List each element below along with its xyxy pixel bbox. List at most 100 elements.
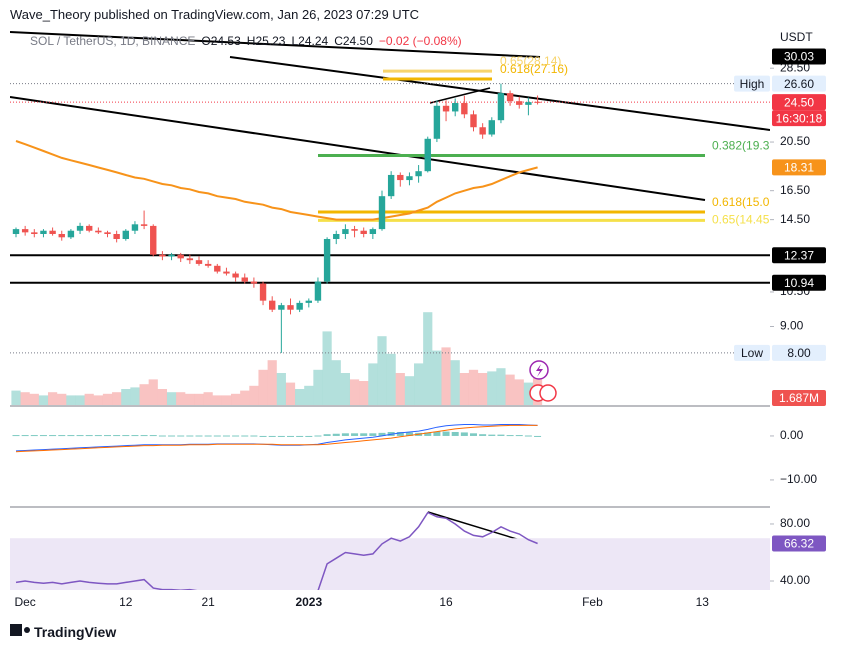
macd-histogram	[524, 435, 532, 437]
macd-histogram	[442, 431, 450, 436]
countdown-bg	[772, 110, 826, 127]
y-tick-label: 80.00	[780, 516, 810, 530]
y-tick-label: 16.50	[780, 183, 810, 197]
candle-body	[232, 273, 239, 278]
macd-histogram	[314, 435, 322, 437]
volume-bar	[441, 347, 451, 405]
volume-bar	[386, 353, 396, 405]
macd-histogram	[104, 435, 111, 437]
candle-body	[369, 229, 377, 234]
symbol: SOL / TetherUS, 1D, BINANCE	[30, 34, 196, 48]
volume-bar	[121, 389, 131, 405]
candle-body	[195, 260, 203, 264]
macd-histogram	[12, 435, 20, 437]
ema-tag: 18.31	[784, 161, 814, 175]
rsi-band	[10, 538, 770, 590]
candle-body	[177, 254, 184, 259]
volume-bar	[157, 389, 167, 405]
candle-body	[314, 281, 322, 301]
candle-body	[461, 103, 468, 115]
candle-body	[387, 174, 395, 197]
macd-histogram	[140, 435, 148, 437]
ohlc-item: L24.24	[291, 34, 329, 48]
macd-histogram	[204, 435, 212, 437]
volume-bar	[368, 363, 378, 405]
candle-body	[488, 120, 495, 135]
price-caption: High	[740, 77, 765, 91]
candle-body	[342, 229, 349, 234]
price-tag: 24.50	[784, 95, 814, 109]
candle-body	[204, 263, 212, 266]
candle-body	[433, 105, 441, 139]
candle-body	[21, 229, 29, 233]
logo-mark	[10, 624, 22, 636]
macd-histogram	[76, 435, 84, 437]
ema-line	[15, 140, 538, 221]
macd-histogram	[21, 435, 29, 437]
volume-bar	[176, 392, 186, 405]
candle-body	[269, 300, 276, 310]
candle-body	[296, 302, 303, 310]
volume-bar	[249, 385, 259, 405]
volume-bar	[404, 376, 415, 405]
volume-bar	[57, 393, 67, 405]
macd-histogram	[168, 435, 176, 437]
macd-histogram	[177, 435, 185, 437]
flag-icon[interactable]	[539, 384, 557, 402]
y-tick-label: 20.50	[780, 134, 810, 148]
candle-body	[86, 225, 93, 231]
macd-histogram	[460, 432, 468, 436]
price-tag-bg	[772, 344, 826, 361]
macd-histogram	[433, 431, 441, 436]
volume-bar	[468, 369, 479, 405]
candle-body	[360, 230, 367, 234]
volume-bar	[295, 389, 305, 405]
macd-histogram	[451, 431, 459, 436]
trend-line	[429, 87, 491, 104]
macd-histogram	[213, 435, 221, 437]
y-tick-label: 40.00	[780, 573, 810, 587]
macd-histogram	[405, 432, 413, 436]
price-tag-bg	[772, 274, 826, 291]
price-tag: 10.94	[784, 276, 814, 290]
macd-histogram	[296, 435, 304, 437]
volume-bar	[523, 382, 533, 405]
volume-bar	[377, 336, 387, 405]
candle-body	[186, 258, 194, 261]
ohlc-item: C24.50	[334, 34, 373, 48]
macd-histogram	[58, 435, 66, 437]
footer-brand: TradingView	[34, 624, 117, 640]
volume-bar	[212, 395, 222, 405]
macd-histogram	[186, 435, 194, 437]
macd-histogram	[369, 433, 377, 436]
fib-label: 0.618(15.0	[712, 195, 770, 209]
candle-body	[259, 283, 267, 301]
price-tag: 26.60	[784, 77, 814, 91]
macd-histogram	[232, 435, 240, 437]
volume-bar	[414, 363, 424, 405]
price-pane: 0.65(28.14)0.618(27.16) 0.382(19.3 0.618(1…	[10, 31, 770, 405]
volume-bar	[331, 360, 341, 405]
macd-histogram	[113, 435, 121, 437]
macd-histogram	[332, 433, 340, 436]
volume-bar	[322, 331, 332, 405]
candle-body	[516, 101, 523, 105]
candle-body	[58, 233, 65, 238]
volume-bar	[505, 374, 515, 405]
candle-body	[31, 232, 38, 234]
divergence-line	[427, 511, 521, 541]
candle-body	[278, 305, 285, 310]
x-tick-label: 13	[696, 595, 710, 609]
volume-bar	[359, 381, 369, 405]
volume-bar	[38, 395, 49, 405]
macd-histogram	[39, 435, 47, 437]
macd-histogram	[85, 435, 93, 437]
price-tag: 30.03	[784, 50, 814, 64]
y-tick-label: 14.50	[780, 212, 810, 226]
volume-bar	[450, 360, 460, 405]
macd-histogram	[277, 435, 285, 437]
candle-body	[168, 254, 175, 257]
volume-bar	[231, 393, 241, 405]
trend-line	[10, 96, 706, 201]
